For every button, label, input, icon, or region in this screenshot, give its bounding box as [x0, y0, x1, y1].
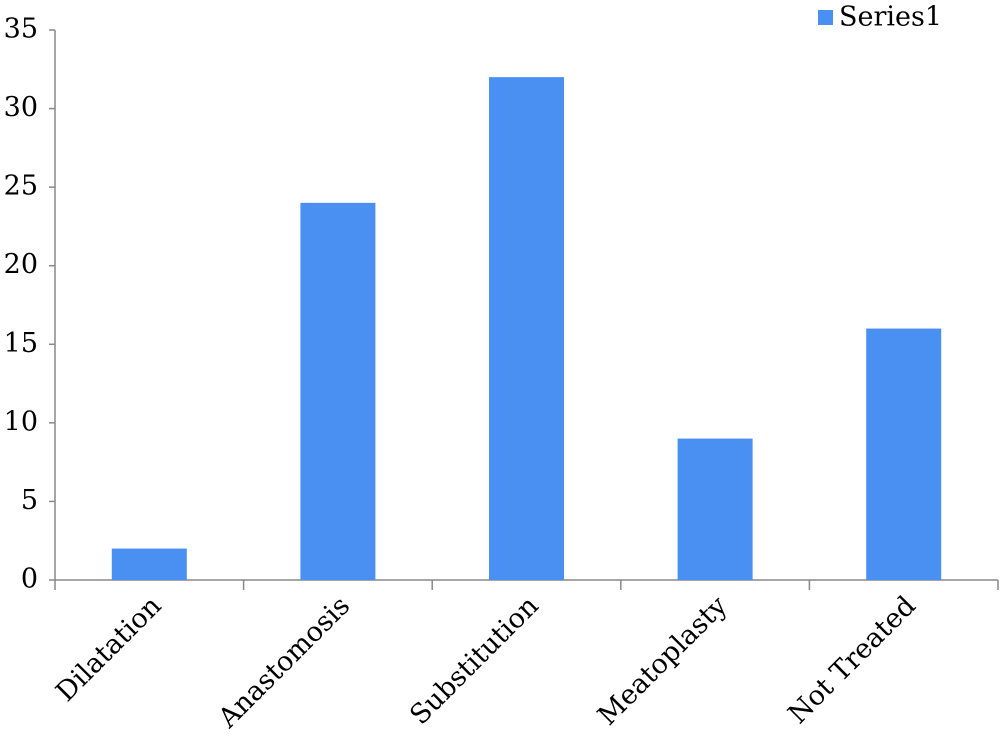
y-tick-label: 30: [4, 92, 38, 123]
y-tick-label: 0: [21, 564, 38, 595]
y-tick-label: 5: [21, 485, 38, 516]
x-tick-label: Not Treated: [782, 590, 922, 730]
bar: [111, 548, 187, 580]
bar: [300, 202, 376, 580]
bar: [489, 77, 564, 581]
x-tick-label: Anastomosis: [212, 590, 356, 734]
x-tick-label: Substitution: [404, 590, 545, 731]
y-tick-label: 15: [4, 328, 38, 359]
y-tick-label: 20: [4, 249, 38, 280]
x-tick-label: Dilatation: [50, 590, 167, 707]
y-tick-label: 35: [4, 14, 38, 45]
y-tick-label: 25: [4, 171, 38, 202]
legend-swatch: [818, 10, 833, 25]
legend-label: Series1: [839, 2, 942, 33]
y-tick-label: 10: [4, 406, 38, 437]
bar: [677, 438, 753, 580]
bar: [866, 328, 942, 580]
x-tick-label: Meatoplasty: [592, 590, 734, 732]
